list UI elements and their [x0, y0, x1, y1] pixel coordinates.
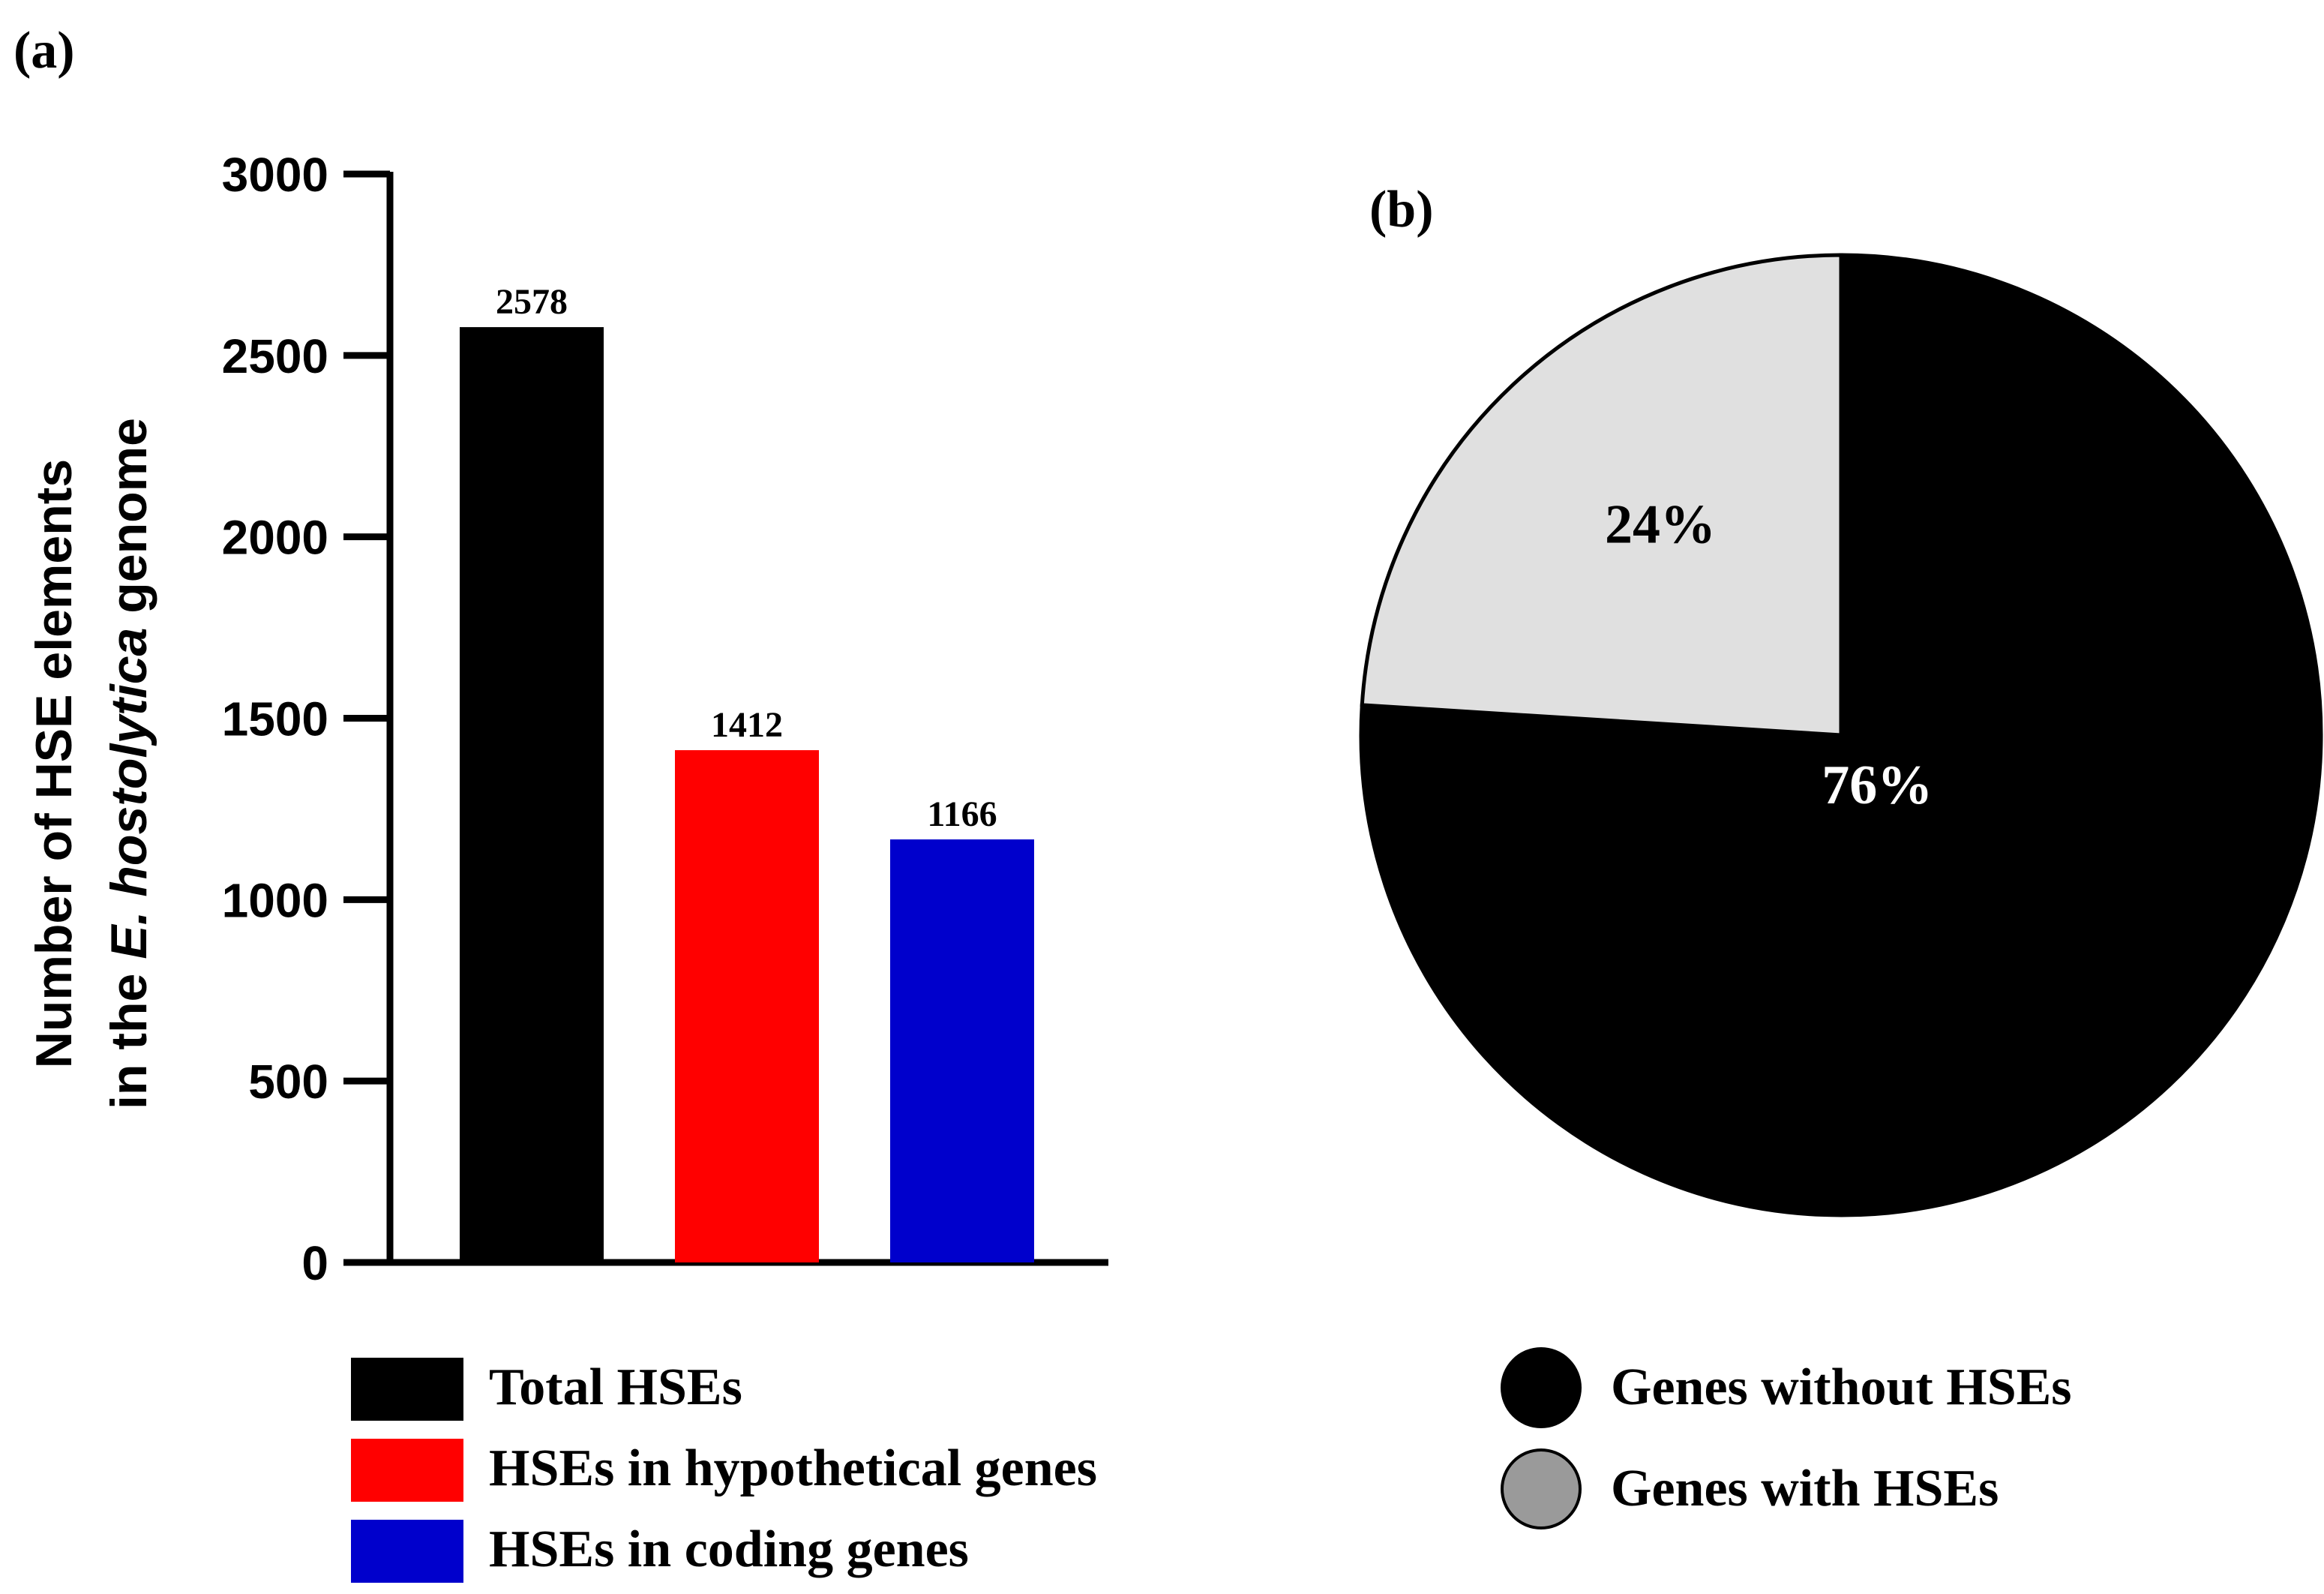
pie-slice [1359, 253, 2323, 1217]
y-tick-label: 2500 [222, 329, 328, 383]
legend-label: HSEs in coding genes [489, 1520, 969, 1578]
pie-slices [1359, 253, 2323, 1217]
y-tick-label: 3000 [222, 148, 328, 202]
bar-chart: 0 500 1000 1500 2000 2500 3000 2578 1412 1166 Nu… [25, 148, 1108, 1583]
bar-data-label: 2578 [496, 282, 568, 322]
pie-chart-legend: Genes without HSEs Genes with HSEs [1501, 1347, 2072, 1529]
y-axis-title-line2: in the E. hostolytica genome [100, 418, 157, 1109]
y-tick-label: 500 [248, 1055, 328, 1109]
legend-label: Genes with HSEs [1611, 1460, 1999, 1517]
bar [460, 327, 604, 1263]
y-tick-label: 0 [301, 1236, 328, 1290]
y-tick-label: 1500 [222, 692, 328, 746]
legend-marker [1501, 1448, 1582, 1529]
bar-chart-legend: Total HSEs HSEs in hypothetical genes HSEs… [351, 1358, 1097, 1583]
y-tick-label: 1000 [222, 873, 328, 927]
y-tick-label: 2000 [222, 511, 328, 565]
pie-slice-labels: 76% 24% [1605, 494, 1933, 816]
pie-slice [1360, 253, 1843, 737]
bar-data-labels: 2578 1412 1166 [496, 282, 997, 834]
bar-data-label: 1412 [711, 705, 783, 745]
legend-label: Total HSEs [489, 1358, 742, 1416]
y-axis-title: Number of HSE elements [25, 459, 82, 1068]
pie-slice-label: 24% [1605, 494, 1716, 555]
pie-chart: 76% 24% Genes without HSEs Genes with HSEs [1359, 253, 2323, 1529]
panel-a-label: (a) [13, 22, 75, 80]
legend-swatch [351, 1358, 463, 1421]
legend-swatch [351, 1520, 463, 1583]
legend-marker [1501, 1347, 1582, 1428]
legend-label: HSEs in hypothetical genes [489, 1439, 1097, 1497]
pie-slice-label: 76% [1822, 755, 1933, 816]
bar [675, 750, 819, 1262]
bar-data-label: 1166 [927, 794, 997, 834]
bar [890, 839, 1034, 1262]
bars [460, 327, 1034, 1263]
legend-swatch [351, 1439, 463, 1502]
legend-label: Genes without HSEs [1611, 1358, 2072, 1416]
panel-b-label: (b) [1369, 181, 1434, 239]
